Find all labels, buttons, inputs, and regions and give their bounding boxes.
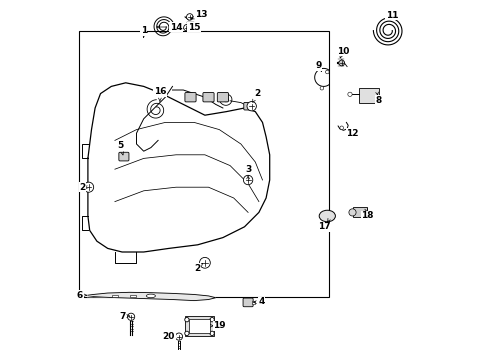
Text: 5: 5: [117, 141, 123, 150]
Bar: [130, 295, 136, 297]
Circle shape: [186, 14, 193, 20]
Text: 15: 15: [187, 22, 200, 31]
Circle shape: [127, 313, 134, 320]
Ellipse shape: [146, 294, 155, 298]
Text: 9: 9: [314, 61, 321, 71]
Bar: [358, 88, 378, 103]
Circle shape: [184, 331, 189, 336]
Circle shape: [243, 175, 252, 185]
Bar: [186, 26, 189, 30]
Text: 4: 4: [258, 297, 264, 306]
Polygon shape: [88, 292, 215, 301]
Text: 6: 6: [77, 291, 83, 300]
FancyBboxPatch shape: [203, 93, 214, 102]
Ellipse shape: [319, 210, 335, 222]
Text: 1: 1: [140, 26, 146, 35]
Text: 2: 2: [253, 89, 260, 98]
Text: 17: 17: [318, 222, 330, 231]
Text: 11: 11: [385, 11, 398, 20]
FancyBboxPatch shape: [243, 298, 253, 307]
Circle shape: [184, 318, 189, 322]
Circle shape: [325, 70, 328, 74]
Circle shape: [347, 92, 351, 96]
Text: 10: 10: [336, 46, 348, 55]
Bar: [251, 301, 254, 304]
FancyBboxPatch shape: [217, 93, 228, 102]
Text: 7: 7: [120, 311, 126, 320]
Text: 13: 13: [195, 10, 207, 19]
Circle shape: [83, 182, 94, 192]
Text: 3: 3: [244, 165, 251, 174]
FancyBboxPatch shape: [244, 102, 252, 110]
Circle shape: [348, 209, 355, 216]
Circle shape: [183, 24, 190, 31]
Circle shape: [209, 318, 214, 322]
Text: 8: 8: [374, 96, 381, 105]
Bar: [79, 31, 328, 297]
Text: 18: 18: [361, 211, 373, 220]
Text: 2: 2: [79, 183, 85, 192]
Text: 12: 12: [346, 129, 358, 138]
Text: 2: 2: [194, 264, 201, 273]
Circle shape: [246, 102, 256, 111]
Circle shape: [199, 257, 210, 268]
Text: 16: 16: [153, 87, 166, 96]
Text: 14: 14: [169, 22, 182, 31]
FancyBboxPatch shape: [119, 152, 129, 161]
Text: 19: 19: [213, 321, 225, 330]
Circle shape: [339, 126, 343, 130]
FancyBboxPatch shape: [184, 93, 196, 102]
Bar: [112, 295, 118, 297]
Circle shape: [175, 333, 182, 340]
Bar: [188, 319, 210, 333]
Text: 20: 20: [163, 332, 175, 341]
Circle shape: [209, 331, 214, 336]
Bar: [185, 316, 213, 336]
Bar: [352, 207, 366, 217]
Circle shape: [320, 86, 323, 90]
Circle shape: [338, 60, 344, 66]
